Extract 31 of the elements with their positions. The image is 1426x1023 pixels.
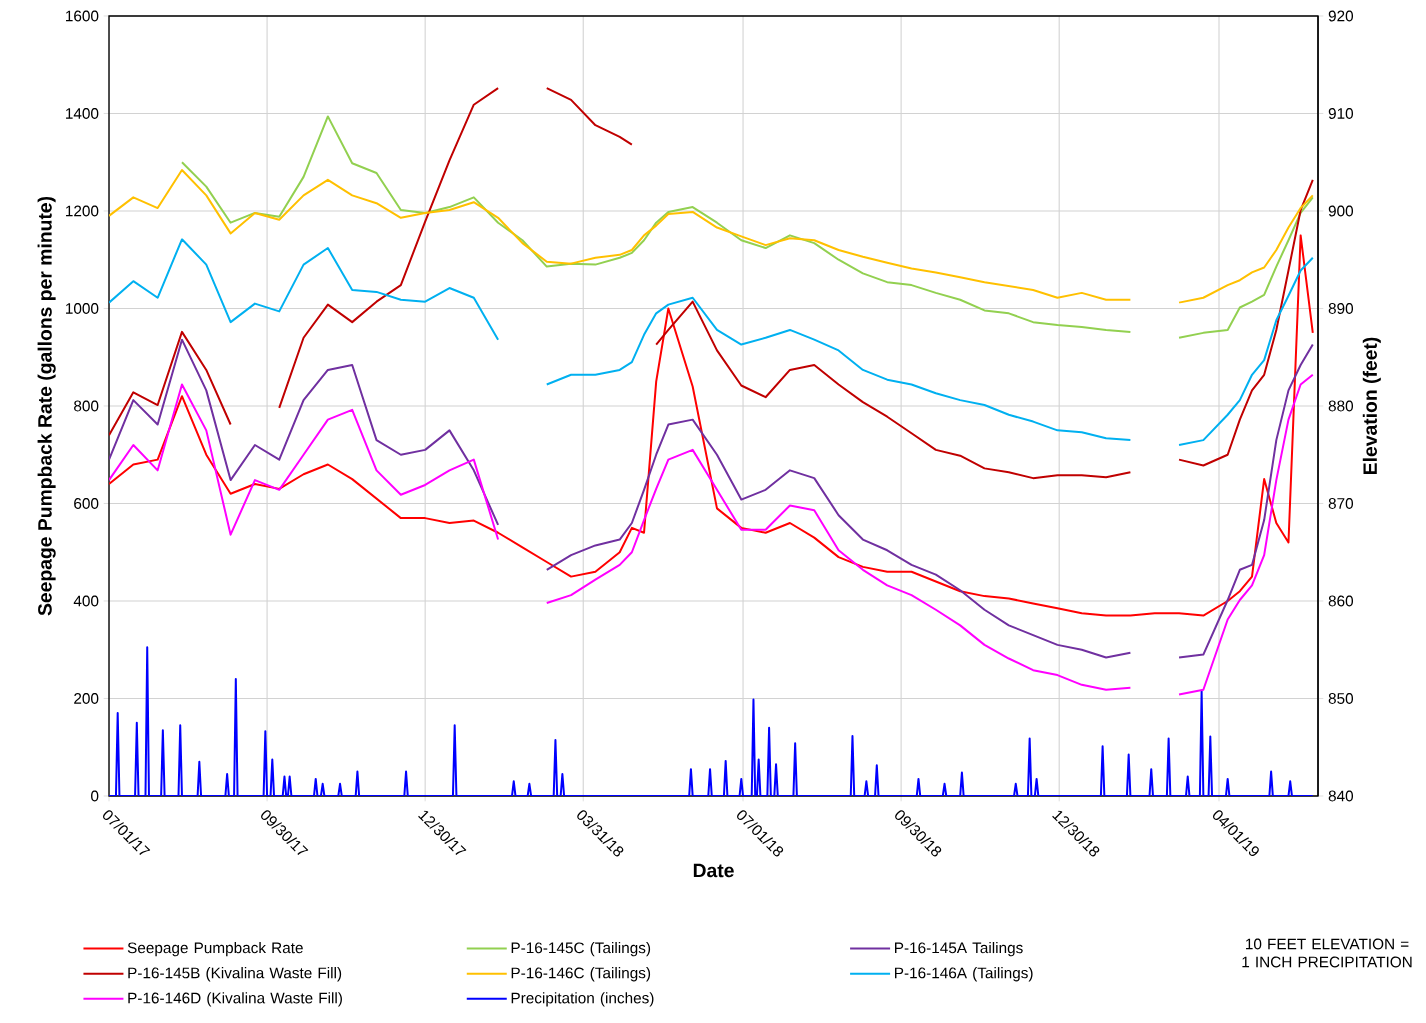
x-axis-title: Date bbox=[693, 863, 734, 878]
legend-label: Precipitation (inches) bbox=[511, 992, 654, 1007]
y-tick-label: 1400 bbox=[66, 108, 99, 119]
y2-tick-label: 890 bbox=[1328, 303, 1354, 314]
y2-tick-label: 840 bbox=[1328, 790, 1354, 802]
y2-axis-title: Elevation (feet) bbox=[1362, 337, 1381, 474]
y-tick-label: 200 bbox=[74, 693, 99, 704]
y2-tick-label: 910 bbox=[1328, 108, 1354, 119]
legend-label: Seepage Pumpback Rate bbox=[127, 941, 303, 957]
y-tick-label: 0 bbox=[91, 790, 99, 802]
y2-tick-label: 900 bbox=[1328, 205, 1354, 217]
y-tick-label: 600 bbox=[74, 498, 99, 509]
y2-tick-label: 920 bbox=[1328, 10, 1354, 22]
legend-label: P-16-146D (Kivalina Waste Fill) bbox=[128, 992, 342, 1007]
y2-tick-label: 860 bbox=[1328, 595, 1354, 607]
y-tick-label: 400 bbox=[73, 595, 99, 607]
y-tick-label: 800 bbox=[74, 400, 99, 412]
y-axis-title: Seepage Pumpback Rate (gallons per minute) bbox=[37, 196, 56, 616]
y2-tick-label: 850 bbox=[1328, 693, 1354, 704]
y-tick-label: 1200 bbox=[66, 205, 99, 217]
text: 10 FEET ELEVATION = 1 INCH PRECIPITATION bbox=[1242, 938, 1412, 968]
y2-tick-label: 870 bbox=[1328, 498, 1354, 509]
y-tick-label: 1600 bbox=[66, 10, 99, 22]
legend-label: P-16-145C (Tailings) bbox=[511, 941, 651, 957]
legend-label: P-16-145A Tailings bbox=[895, 941, 1023, 957]
legend-label: P-16-145B (Kivalina Waste Fill) bbox=[128, 967, 342, 982]
legend-label: P-16-146A (Tailings) bbox=[895, 967, 1033, 982]
y-tick-label: 1000 bbox=[66, 303, 99, 314]
legend-label: P-16-146C (Tailings) bbox=[511, 967, 651, 982]
line-series bbox=[109, 646, 1314, 796]
y2-tick-label: 880 bbox=[1328, 400, 1354, 412]
